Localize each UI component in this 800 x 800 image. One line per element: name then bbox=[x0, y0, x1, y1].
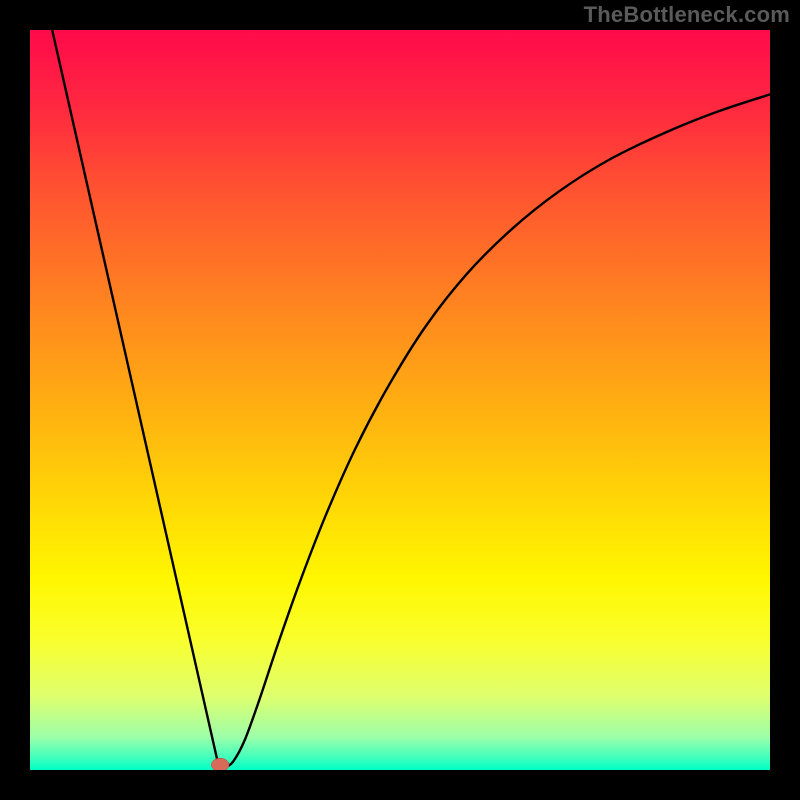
gradient-background bbox=[30, 30, 770, 770]
watermark-text: TheBottleneck.com bbox=[584, 2, 790, 28]
plot-svg bbox=[30, 30, 770, 770]
chart-frame: TheBottleneck.com bbox=[0, 0, 800, 800]
minimum-marker bbox=[211, 758, 229, 770]
